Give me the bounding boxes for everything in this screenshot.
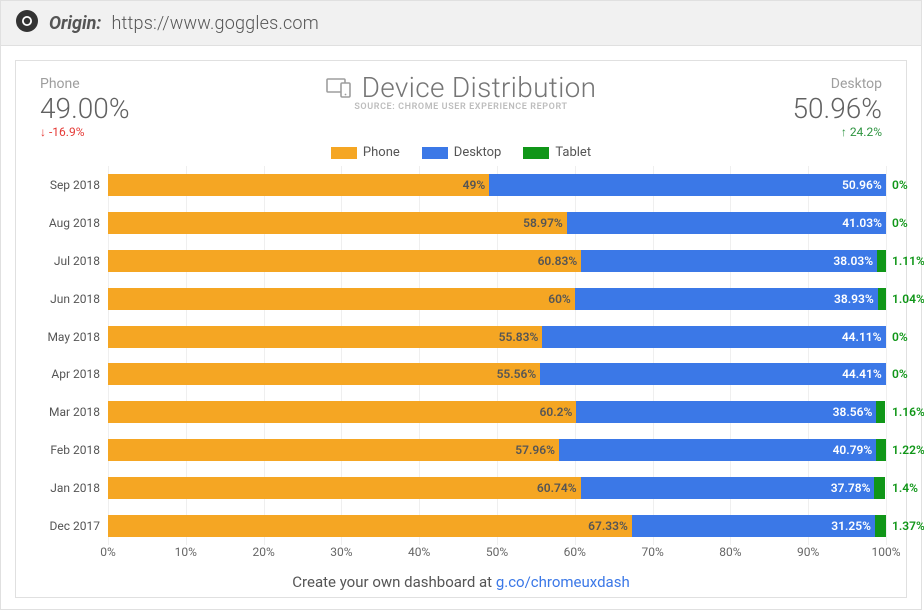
y-axis-labels: Sep 2018 Aug 2018 Jul 2018 Jun 2018 May 2018… [36, 166, 108, 545]
bar-row: 58.97%41.03%0% [108, 211, 886, 235]
arrow-down-icon: ↓ [40, 125, 46, 139]
bars: 49%50.96%0% 58.97%41.03%0% 60.83%38.03%1.1… [108, 166, 886, 545]
footer-prefix: Create your own dashboard at [292, 573, 496, 591]
bar-segment [876, 401, 885, 423]
bar-segment: 60% [108, 288, 575, 310]
bar-segment: 55.83% [108, 326, 542, 348]
bar-segment: 67.33% [108, 515, 632, 537]
y-label: Sep 2018 [36, 178, 100, 192]
summary-desktop-delta: ↑ 24.2% [841, 125, 882, 139]
footer-link[interactable]: g.co/chromeuxdash [496, 573, 630, 591]
bar-segment: 44.41% [540, 363, 886, 385]
tablet-label: 1.04% [892, 292, 924, 306]
bar-segment: 60.2% [108, 401, 576, 423]
y-label: Jun 2018 [36, 292, 100, 306]
bar-segment: 41.03% [567, 212, 886, 234]
bar-row: 60.83%38.03%1.11% [108, 249, 886, 273]
y-label: Jan 2018 [36, 481, 100, 495]
tablet-label: 1.22% [892, 443, 924, 457]
y-label: Mar 2018 [36, 405, 100, 419]
y-label: May 2018 [36, 330, 100, 344]
y-label: Dec 2017 [36, 519, 100, 533]
tablet-label: 1.11% [892, 254, 924, 268]
chart-legend: Phone Desktop Tablet [36, 145, 886, 160]
bar-segment [878, 288, 886, 310]
x-tick: 30% [330, 545, 352, 559]
bar-segment: 38.56% [576, 401, 876, 423]
bar-segment: 38.03% [581, 250, 877, 272]
summary-phone-value: 49.00% [40, 92, 130, 125]
bar-segment: 37.78% [581, 477, 875, 499]
x-tick: 40% [408, 545, 430, 559]
bar-row: 57.96%40.79%1.22% [108, 438, 886, 462]
bar-segment: 60.83% [108, 250, 581, 272]
chart-card: Device Distribution SOURCE: CHROME USER … [15, 60, 907, 598]
bar-segment: 49% [108, 174, 489, 196]
legend-item-tablet: Tablet [523, 145, 591, 160]
summary-desktop-label: Desktop [831, 76, 882, 92]
chrome-icon [15, 9, 39, 37]
report-container: Origin: https://www.goggles.com Device D… [0, 0, 922, 610]
x-axis: 0%10%20%30%40%50%60%70%80%90%100% [108, 545, 886, 565]
summary-phone: Phone 49.00% ↓ -16.9% [40, 76, 130, 139]
bar-segment [874, 477, 885, 499]
bar-segment: 58.97% [108, 212, 567, 234]
bar-row: 55.56%44.41%0% [108, 362, 886, 386]
swatch-desktop [422, 147, 448, 159]
summary-phone-delta: ↓ -16.9% [40, 125, 130, 139]
bar-segment: 40.79% [559, 439, 876, 461]
bar-row: 60%38.93%1.04% [108, 287, 886, 311]
tablet-label: 0% [892, 367, 908, 381]
summary-desktop-value: 50.96% [792, 92, 882, 125]
x-tick: 70% [641, 545, 663, 559]
x-tick: 80% [719, 545, 741, 559]
x-tick: 90% [797, 545, 819, 559]
bar-segment: 55.56% [108, 363, 540, 385]
bar-segment: 50.96% [489, 174, 885, 196]
summary-desktop: Desktop 50.96% ↑ 24.2% [792, 76, 882, 139]
bars-area: 49%50.96%0% 58.97%41.03%0% 60.83%38.03%1.1… [108, 166, 886, 545]
summary-row: Phone 49.00% ↓ -16.9% Desktop 50.96% ↑ 2… [36, 76, 886, 139]
origin-label: Origin: [49, 13, 101, 34]
summary-phone-label: Phone [40, 76, 130, 92]
bar-segment: 60.74% [108, 477, 581, 499]
x-tick: 0% [100, 545, 116, 559]
swatch-phone [331, 147, 357, 159]
chart-body: Sep 2018 Aug 2018 Jul 2018 Jun 2018 May 2018… [36, 166, 886, 545]
bar-row: 49%50.96%0% [108, 173, 886, 197]
tablet-label: 1.37% [892, 519, 924, 533]
bar-segment [876, 439, 885, 461]
bar-row: 67.33%31.25%1.37% [108, 514, 886, 538]
x-tick: 20% [252, 545, 274, 559]
origin-url: https://www.goggles.com [111, 13, 318, 34]
bar-segment: 31.25% [632, 515, 875, 537]
x-tick: 50% [486, 545, 508, 559]
tablet-label: 0% [892, 178, 908, 192]
bar-segment: 38.93% [575, 288, 878, 310]
bar-row: 60.74%37.78%1.4% [108, 476, 886, 500]
tablet-label: 0% [892, 216, 908, 230]
y-label: Aug 2018 [36, 216, 100, 230]
footer: Create your own dashboard at g.co/chrome… [36, 565, 886, 591]
tablet-label: 1.16% [892, 405, 924, 419]
x-tick: 100% [871, 545, 900, 559]
bar-segment: 44.11% [542, 326, 885, 348]
tablet-label: 1.4% [892, 481, 918, 495]
legend-item-desktop: Desktop [422, 145, 502, 160]
origin-header: Origin: https://www.goggles.com [1, 1, 921, 46]
bar-segment: 57.96% [108, 439, 559, 461]
y-label: Jul 2018 [36, 254, 100, 268]
x-tick: 60% [564, 545, 586, 559]
y-label: Feb 2018 [36, 443, 100, 457]
swatch-tablet [523, 147, 549, 159]
x-tick: 10% [175, 545, 197, 559]
arrow-up-icon: ↑ [841, 125, 847, 139]
legend-item-phone: Phone [331, 145, 400, 160]
bar-row: 55.83%44.11%0% [108, 325, 886, 349]
tablet-label: 0% [892, 330, 908, 344]
bar-segment [875, 515, 886, 537]
y-label: Apr 2018 [36, 367, 100, 381]
bar-segment [877, 250, 886, 272]
bar-row: 60.2%38.56%1.16% [108, 400, 886, 424]
